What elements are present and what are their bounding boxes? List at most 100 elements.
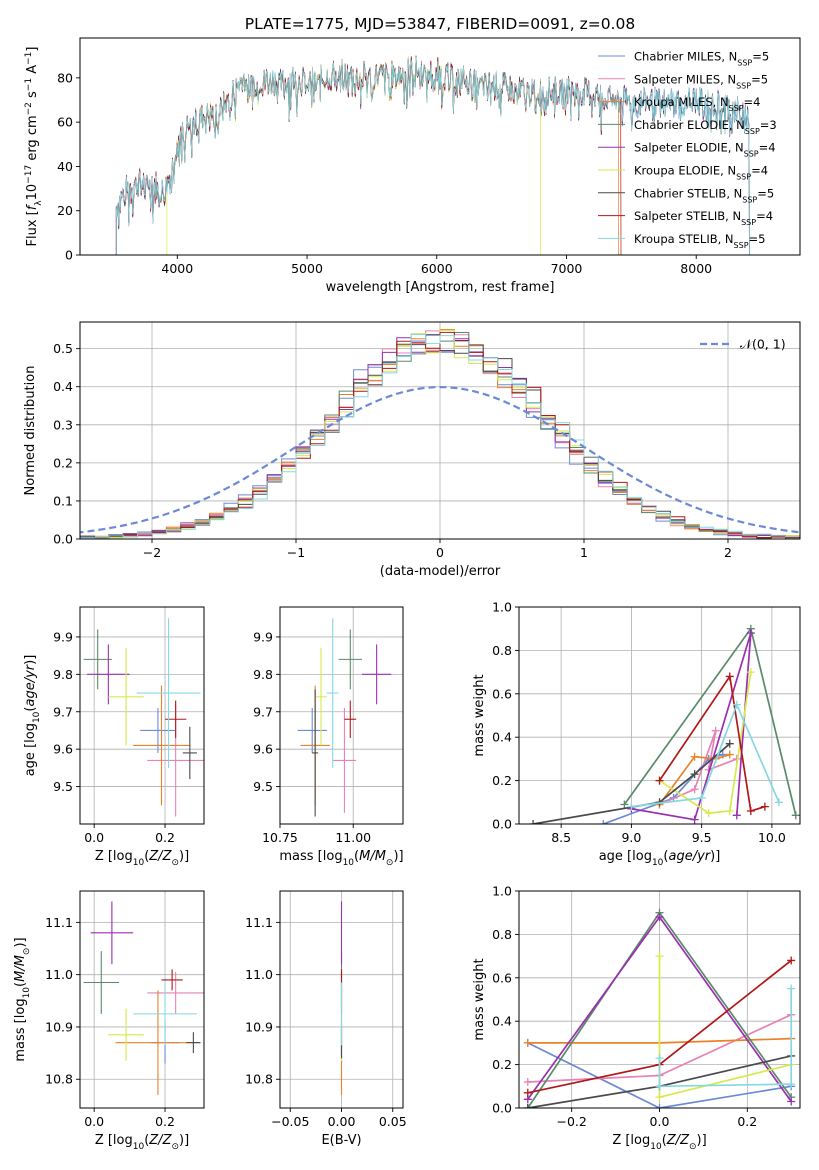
x-axis-label: E(B-V) <box>321 1133 361 1148</box>
legend-label: Salpeter ELODIE, NSSP=4 <box>634 141 776 159</box>
x-tick-label: 11.00 <box>335 830 371 845</box>
y-tick-label: 0.2 <box>53 455 73 470</box>
frame-residuals: −2 −1 0 1 2 0.0 0.1 0.2 0.3 0.4 0.5 <box>53 321 801 560</box>
weight-marker <box>725 806 734 815</box>
errorbar-point <box>315 648 327 746</box>
weight-marker <box>655 952 664 961</box>
weight-marker <box>704 809 713 818</box>
y-tick-label: 0.0 <box>492 817 512 832</box>
legend-label: Chabrier STELIB, NSSP=5 <box>634 186 774 204</box>
x-tick-label: 10.75 <box>262 830 298 845</box>
weight-marker <box>655 913 664 922</box>
frame-mass_vs_Z: 0.0 0.2 10.8 10.9 11.0 11.1 <box>45 890 205 1129</box>
weight-marker <box>725 750 734 759</box>
x-tick-label: 0.2 <box>155 1114 175 1129</box>
axes-frame <box>279 606 404 825</box>
x-tick-label: 4000 <box>161 261 193 276</box>
errorbar-point <box>147 972 204 1014</box>
residual-legend: 𝒩(0, 1) <box>700 337 786 352</box>
frame-weight_vs_Z: −0.2 0.0 0.2 0.0 0.2 0.4 0.6 0.8 1.0 <box>492 884 801 1129</box>
weight-marker <box>523 1104 532 1108</box>
weight-marker <box>690 815 699 824</box>
x-tick-label: 9.0 <box>621 830 641 845</box>
errorbar-point <box>136 618 201 768</box>
errorbar-point <box>182 726 197 780</box>
weight-line <box>532 743 731 824</box>
weight-marker <box>791 811 800 820</box>
x-tick-label: 6000 <box>421 261 453 276</box>
x-axis-label: Z [log10(Z/Z⊙)] <box>95 1133 189 1152</box>
weight-marker <box>787 1080 796 1089</box>
x-tick-label: 8.5 <box>551 830 571 845</box>
weight-marker <box>746 806 755 815</box>
y-tick-label: 9.7 <box>253 704 273 719</box>
y-tick-label: 10.9 <box>245 1019 273 1034</box>
y-tick-label: 0.2 <box>492 1057 512 1072</box>
y-tick-label: 10.8 <box>245 1072 273 1087</box>
errorbars-age_vs_Z <box>83 618 204 817</box>
y-tick-label: 1.0 <box>492 600 512 615</box>
y-tick-label: 9.9 <box>253 629 273 644</box>
y-tick-label: 11.0 <box>245 967 273 982</box>
weight-marker <box>774 798 783 807</box>
y-tick-label: 9.5 <box>253 779 273 794</box>
weight-marker <box>523 1077 532 1086</box>
errorbar-point <box>312 689 319 817</box>
y-tick-label: 9.8 <box>253 667 273 682</box>
y-tick-label: 0.1 <box>53 493 73 508</box>
weight-marker <box>725 672 734 681</box>
weight-line <box>631 702 780 808</box>
y-tick-label: 20 <box>57 203 73 218</box>
weight-line <box>658 988 793 1088</box>
axes-age_vs_Z <box>80 607 204 824</box>
errorbar-point <box>83 629 112 690</box>
y-axis-label: age [log10(age/yr)] <box>23 655 42 777</box>
errorbars-mass_vs_Z <box>83 901 204 1095</box>
y-tick-label: 9.5 <box>53 779 73 794</box>
y-tick-label: 1.0 <box>492 884 512 899</box>
x-tick-label: 7000 <box>551 261 583 276</box>
weight-lines-weight_vs_age <box>529 624 800 824</box>
x-tick-label: 0.00 <box>328 1114 356 1129</box>
weight-marker <box>697 793 706 802</box>
weight-marker <box>655 1093 664 1102</box>
y-tick-label: 0.0 <box>53 532 73 547</box>
x-axis-label: mass [log10(M/M⊙)] <box>279 849 403 868</box>
x-tick-label: 10.0 <box>758 830 786 845</box>
x-tick-label: −1 <box>287 545 305 560</box>
histogram-9 <box>80 334 800 539</box>
x-tick-label: 8000 <box>680 261 712 276</box>
frame-mass_vs_ebv: −0.05 0.00 0.05 10.8 10.9 11.0 11.1 <box>245 890 407 1129</box>
frame-spectrum: 4000 5000 6000 7000 8000 0 20 40 60 80 <box>57 37 801 276</box>
weight-marker <box>746 629 755 638</box>
y-tick-label: 0.6 <box>492 686 512 701</box>
y-tick-label: 0.4 <box>492 1014 512 1029</box>
errorbars-age_vs_mass <box>297 618 392 817</box>
errorbar-point <box>161 969 183 991</box>
x-tick-label: 5000 <box>291 261 323 276</box>
x-axis-label: Z [log10(Z/Z⊙)] <box>95 849 189 868</box>
x-tick-label: −2 <box>143 545 161 560</box>
y-axis-label: mass weight <box>472 958 487 1040</box>
y-axis-label: mass [log10(M/M⊙)] <box>13 937 32 1061</box>
legend-label: Salpeter STELIB, NSSP=4 <box>634 209 773 227</box>
spectrum-lines <box>115 55 750 255</box>
weight-marker <box>529 820 538 824</box>
x-tick-label: −0.2 <box>557 1114 587 1129</box>
legend-label: Kroupa STELIB, NSSP=5 <box>634 232 765 250</box>
y-axis-label: Flux [fλ10−17 erg cm−2 s−1 A−1] <box>24 47 44 247</box>
x-axis-label: age [log10(age/yr)] <box>599 849 721 868</box>
axes-frame <box>518 606 801 825</box>
x-tick-label: 0 <box>436 545 444 560</box>
x-tick-label: 0.2 <box>737 1114 757 1129</box>
legend-label: Chabrier MILES, NSSP=5 <box>634 50 769 68</box>
x-axis-label: Z [log10(Z/Z⊙)] <box>612 1133 706 1152</box>
errorbar-point <box>83 951 119 1014</box>
axes-frame <box>79 37 801 256</box>
weight-marker <box>760 802 769 811</box>
errorbar-point <box>332 708 357 813</box>
errorbar-point <box>108 648 144 746</box>
y-tick-label: 0 <box>65 248 73 263</box>
weight-marker <box>523 1038 532 1047</box>
